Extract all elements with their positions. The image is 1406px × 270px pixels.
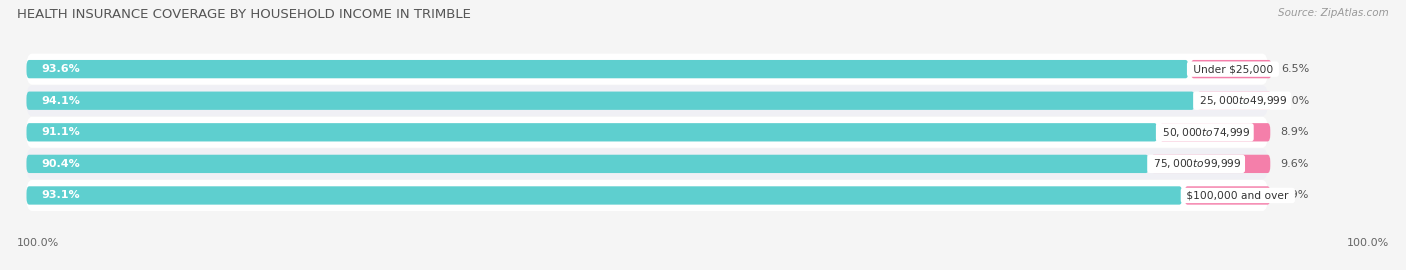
Text: 100.0%: 100.0% [1347,238,1389,248]
FancyBboxPatch shape [27,92,1195,110]
Text: Under $25,000: Under $25,000 [1189,64,1277,74]
Text: 90.4%: 90.4% [41,159,80,169]
FancyBboxPatch shape [1197,92,1271,110]
FancyBboxPatch shape [27,180,1268,211]
Text: $25,000 to $49,999: $25,000 to $49,999 [1197,94,1288,107]
Text: $100,000 and over: $100,000 and over [1184,190,1292,200]
FancyBboxPatch shape [27,54,1268,85]
Text: $75,000 to $99,999: $75,000 to $99,999 [1150,157,1243,170]
FancyBboxPatch shape [27,117,1268,148]
FancyBboxPatch shape [27,60,1188,78]
FancyBboxPatch shape [27,85,1268,116]
Text: 93.6%: 93.6% [41,64,80,74]
FancyBboxPatch shape [1152,155,1270,173]
Text: 8.9%: 8.9% [1281,127,1309,137]
FancyBboxPatch shape [1160,123,1270,141]
Text: 91.1%: 91.1% [41,127,80,137]
FancyBboxPatch shape [27,186,1182,205]
Text: 9.6%: 9.6% [1281,159,1309,169]
Text: 6.0%: 6.0% [1281,96,1310,106]
Text: 94.1%: 94.1% [41,96,80,106]
FancyBboxPatch shape [1191,60,1271,78]
Text: Source: ZipAtlas.com: Source: ZipAtlas.com [1278,8,1389,18]
Text: HEALTH INSURANCE COVERAGE BY HOUSEHOLD INCOME IN TRIMBLE: HEALTH INSURANCE COVERAGE BY HOUSEHOLD I… [17,8,471,21]
Text: 93.1%: 93.1% [41,190,80,200]
FancyBboxPatch shape [27,155,1149,173]
FancyBboxPatch shape [1185,186,1270,205]
Text: 6.5%: 6.5% [1281,64,1310,74]
Text: $50,000 to $74,999: $50,000 to $74,999 [1159,126,1251,139]
FancyBboxPatch shape [27,148,1268,179]
Text: 100.0%: 100.0% [17,238,59,248]
FancyBboxPatch shape [27,123,1157,141]
Text: 6.9%: 6.9% [1281,190,1309,200]
